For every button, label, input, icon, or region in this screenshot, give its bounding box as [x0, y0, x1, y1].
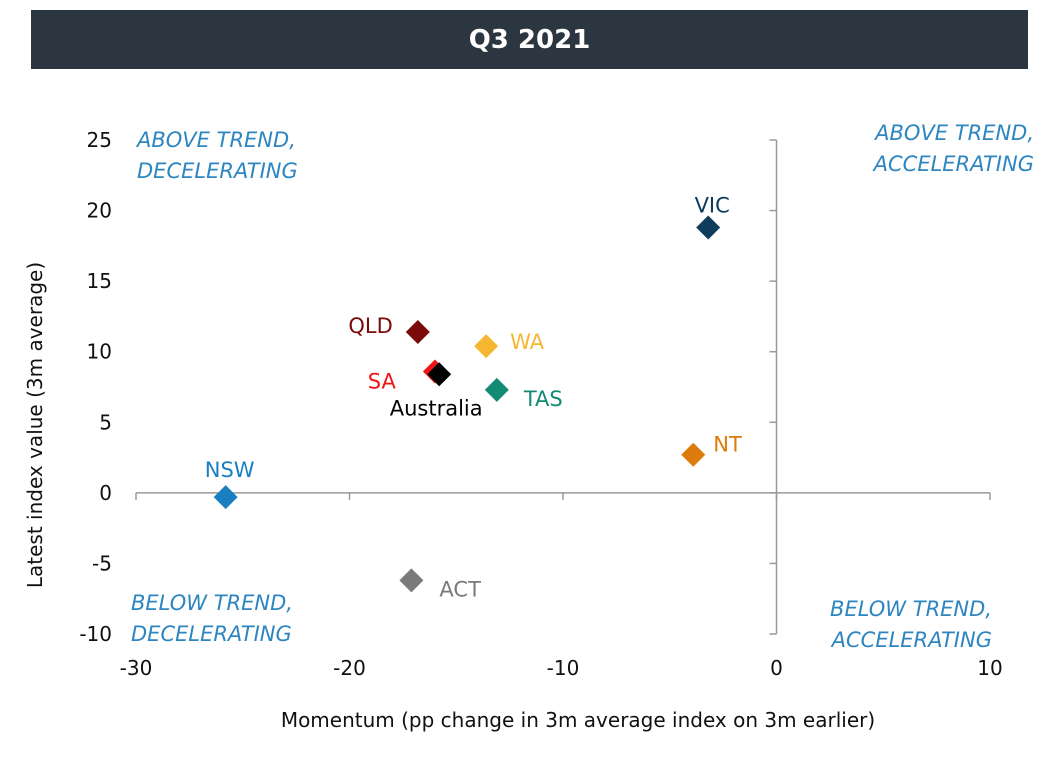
point-nsw-marker: [213, 485, 238, 510]
point-tas-marker: [484, 377, 509, 402]
y-tick-label: 10: [87, 340, 112, 364]
y-tick-label: 25: [87, 128, 112, 152]
point-vic-marker: [696, 215, 721, 240]
point-wa-marker: [474, 334, 499, 359]
quadrant-label-bottom-right: BELOW TREND,: [830, 597, 992, 621]
y-tick-label: -10: [79, 622, 112, 646]
point-nsw-label: NSW: [205, 458, 255, 482]
quadrant-label-bottom-left: BELOW TREND,: [131, 591, 293, 615]
quadrant-label-top-left: DECELERATING: [137, 159, 298, 183]
point-act-marker: [399, 568, 424, 593]
point-qld-label: QLD: [348, 314, 392, 338]
point-qld-marker: [405, 319, 430, 344]
point-australia-label: Australia: [390, 396, 483, 420]
y-tick-label: 15: [87, 269, 112, 293]
y-tick-label: 0: [99, 481, 112, 505]
data-points: VIC QLD WA SA Australia TAS NT NSW ACT: [205, 194, 742, 602]
point-wa-label: WA: [510, 330, 545, 354]
axes: [135, 139, 991, 635]
x-tick-label: -20: [333, 656, 366, 680]
quadrant-label-top-right: ACCELERATING: [872, 152, 1034, 176]
x-tick-label: -10: [547, 656, 580, 680]
point-australia-marker: [427, 362, 452, 387]
chart-title: Q3 2021: [31, 10, 1028, 69]
tick-labels: -30 -20 -10 0 10 25 20 15 10 5 0 -5 -10: [79, 128, 1002, 680]
point-tas-label: TAS: [523, 387, 563, 411]
x-tick-label: -30: [120, 656, 153, 680]
quadrant-label-bottom-left: DECELERATING: [131, 622, 292, 646]
point-nt-label: NT: [713, 433, 742, 457]
point-sa-label: SA: [368, 369, 397, 393]
quadrant-label-bottom-right: ACCELERATING: [830, 628, 992, 652]
y-tick-label: -5: [92, 551, 112, 575]
point-vic-label: VIC: [695, 194, 730, 218]
x-tick-label: 0: [770, 656, 783, 680]
point-act-label: ACT: [439, 577, 481, 601]
y-tick-label: 20: [87, 199, 112, 223]
quadrant-labels: ABOVE TREND, DECELERATING ABOVE TREND, ACCE…: [131, 121, 1034, 652]
quadrant-label-top-left: ABOVE TREND,: [135, 128, 296, 152]
x-tick-label: 10: [977, 656, 1002, 680]
y-tick-label: 5: [99, 410, 112, 434]
x-axis-title: Momentum (pp change in 3m average index …: [281, 708, 875, 732]
quadrant-label-top-right: ABOVE TREND,: [873, 121, 1034, 145]
point-nt-marker: [681, 442, 706, 467]
y-axis-title: Latest index value (3m average): [23, 262, 47, 588]
